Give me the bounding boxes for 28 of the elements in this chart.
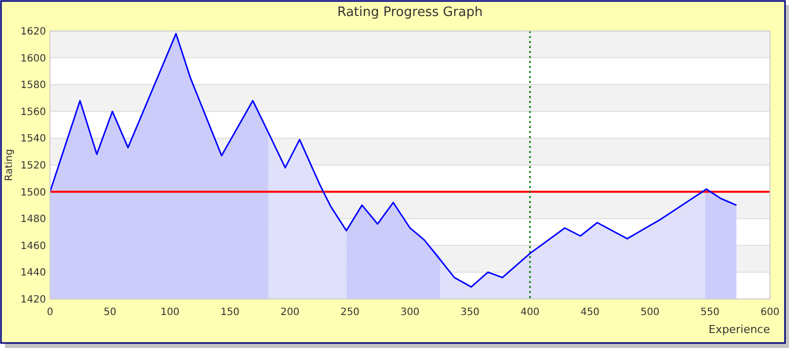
y-tick-label: 1560 xyxy=(20,106,46,118)
y-tick-label: 1600 xyxy=(20,53,46,64)
x-tick-label: 150 xyxy=(220,307,240,318)
line-series xyxy=(49,32,738,288)
y-tick-label: 1580 xyxy=(20,80,46,92)
y-tick-label: 1460 xyxy=(20,240,46,252)
x-tick-label: 550 xyxy=(700,307,720,318)
x-tick-label: 250 xyxy=(340,307,360,318)
x-tick-label: 450 xyxy=(580,307,600,318)
x-tick-label: 400 xyxy=(520,307,540,318)
x-tick-label: 600 xyxy=(760,307,780,318)
y-tick-label: 1440 xyxy=(20,268,46,279)
x-tick-label: 100 xyxy=(160,307,180,318)
x-tick-label: 350 xyxy=(460,307,480,318)
y-tick-label: 1540 xyxy=(20,134,46,145)
y-tick-label: 1520 xyxy=(20,160,46,172)
y-tick-label: 1480 xyxy=(20,214,46,226)
y-tick-label: 1620 xyxy=(20,26,46,38)
x-tick-label: 300 xyxy=(400,307,420,318)
x-tick-label: 200 xyxy=(280,307,300,318)
y-tick-label: 1420 xyxy=(20,294,46,306)
x-axis-title: Experience xyxy=(708,323,770,336)
x-tick-label: 500 xyxy=(640,307,660,318)
x-tick-label: 50 xyxy=(104,307,116,318)
chart-title: Rating Progress Graph xyxy=(337,5,483,20)
y-axis-title: Rating xyxy=(4,148,15,182)
x-tick-label: 0 xyxy=(46,307,54,318)
y-tick-label: 1500 xyxy=(20,187,46,198)
